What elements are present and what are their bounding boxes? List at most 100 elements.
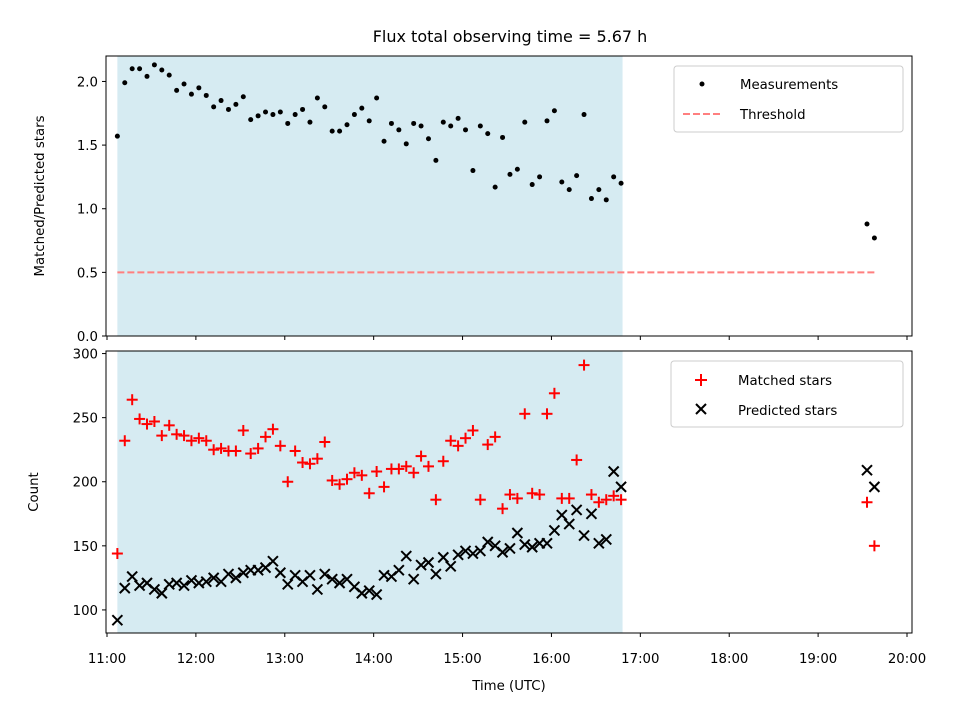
predicted-star-point [563,518,575,530]
matched-star-point [378,481,390,493]
count-x-ticks: 11:00 12:00 13:00 14:00 15:00 16:00 17:00 18:00… [88,633,926,667]
ratio-legend: Measurements Threshold [673,65,904,133]
matched-star-point [422,460,434,472]
matched-star-point [482,439,494,451]
matched-star-point [245,448,257,460]
matched-star-point [126,394,138,406]
x-tick-label: 18:00 [710,652,748,667]
matched-star-point [237,424,249,436]
measurement-point [603,197,609,203]
predicted-star-point [356,587,368,599]
matched-star-point [141,418,153,430]
measurement-point [159,67,165,73]
predicted-star-point [578,529,590,542]
legend-predicted-label: Predicted stars [738,404,837,419]
matched-star-point [119,435,131,447]
measurement-point [196,85,202,91]
matched-star-point [571,454,583,466]
predicted-star-point [319,568,331,580]
legend-predicted-marker [695,403,707,415]
x-tick-label: 14:00 [355,652,393,667]
measurement-point [359,105,365,111]
matched-star-point [861,496,873,508]
matched-star-point [489,431,501,443]
matched-star-point [615,494,627,506]
predicted-star-point [504,542,516,555]
matched-star-point [467,424,479,436]
count-y-tick-label: 300 [73,348,98,363]
matched-star-point [548,387,560,399]
matched-star-point [215,442,227,454]
matched-star-point [267,423,279,435]
measurement-point [248,117,254,123]
measurement-point [411,120,417,126]
predicted-star-point [326,573,338,585]
matched-star-point [260,431,272,443]
matched-star-point [178,430,190,442]
measurement-point [864,221,870,227]
count-y-tick-label: 250 [73,412,98,427]
ratio-y-tick-label: 0.0 [77,330,98,345]
measurement-point [329,128,335,134]
matched-star-point [445,435,457,447]
measurement-point [551,108,557,114]
predicted-star-point [304,569,316,582]
measurement-point [233,101,239,107]
matched-star-point [541,408,553,420]
count-panel-frame [105,350,913,634]
matched-star-point [868,540,880,552]
measurement-point [218,98,224,104]
measurement-point [596,187,602,193]
count-y-tick-label: 150 [73,540,98,555]
predicted-star-point [237,567,250,579]
measurement-point [137,66,143,72]
measurement-point [255,113,261,119]
matched-star-point [504,489,516,501]
measurement-point [396,127,402,133]
matched-star-point [415,450,427,462]
measurement-point [225,106,231,112]
ratio-x-ticks [106,336,908,340]
measurement-point [529,182,535,188]
measurement-point [314,95,320,101]
matched-star-point [356,469,368,481]
matched-star-point [519,408,531,420]
predicted-star-point [593,537,605,549]
measurement-point [500,134,506,140]
measurement-point [337,128,343,134]
measurement-point [166,72,172,78]
matched-star-point [148,416,160,427]
measurement-point [344,122,350,128]
matched-star-point [408,467,420,479]
predicted-star-point [282,578,294,590]
measurement-point [514,166,520,172]
ratio-y-tick-label: 2.0 [77,75,98,90]
measurement-point [388,120,394,126]
matched-star-point [282,476,294,488]
x-tick-label: 12:00 [177,652,215,667]
matched-star-point [348,467,360,479]
matched-star-point [430,494,442,506]
predicted-star-point [496,546,509,558]
predicted-star-point [511,527,524,539]
matched-star-point [334,478,346,490]
predicted-star-point [467,547,479,560]
measurement-point [425,136,431,142]
ratio-legend-box [673,65,904,133]
predicted-star-point [185,574,198,587]
predicted-star-point [230,572,242,584]
matched-star-point [593,496,605,508]
measurement-point [871,235,877,241]
measurement-point [544,118,550,124]
measurement-point [588,196,594,202]
legend-measurement-marker [699,81,705,87]
predicted-star-points [111,464,881,626]
measurement-point [448,123,454,129]
predicted-star-point [274,567,287,579]
measurement-point [151,62,157,68]
matched-star-point [497,503,509,515]
measurement-point [181,81,187,87]
measurement-point [418,123,424,129]
predicted-star-point [363,584,375,597]
